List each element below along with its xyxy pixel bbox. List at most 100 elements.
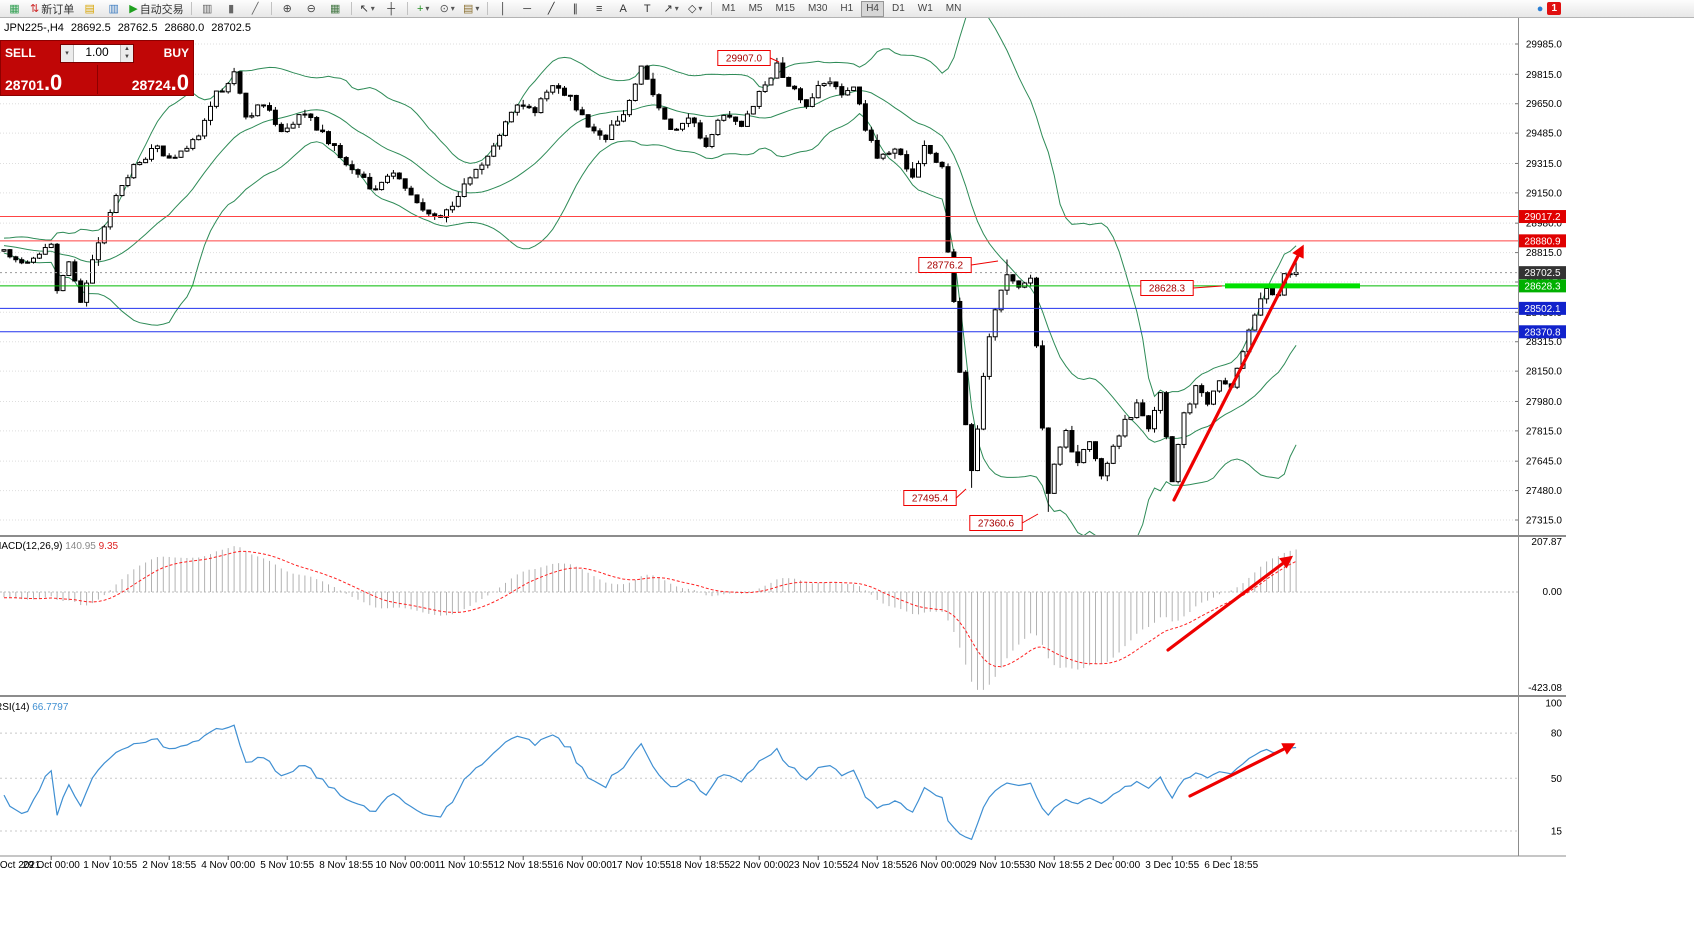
svg-text:27815.0: 27815.0: [1526, 426, 1563, 437]
candle: [95, 242, 101, 261]
candle: [780, 62, 786, 78]
svg-text:28815.0: 28815.0: [1526, 248, 1563, 259]
candle: [1199, 385, 1205, 394]
arrows-tool-caret-icon[interactable]: ▾: [674, 4, 679, 13]
arrows-tool-button[interactable]: ↗ ▾: [660, 0, 683, 18]
candle: [455, 196, 461, 207]
tf-d1-button[interactable]: D1: [887, 1, 910, 17]
vertical-line-button[interactable]: │: [492, 0, 515, 18]
crosshair-button[interactable]: ┼: [380, 0, 403, 18]
sell-button[interactable]: SELL: [5, 46, 36, 61]
candle: [798, 88, 803, 101]
bollinger-bands: [3, 18, 1297, 535]
annotation-box[interactable]: [969, 515, 1023, 531]
candle: [125, 177, 131, 187]
candle: [190, 139, 196, 149]
candle: [792, 85, 798, 90]
buy-button[interactable]: BUY: [163, 46, 189, 61]
tf-m15-label: M15: [775, 2, 795, 14]
periods-caret-icon[interactable]: ▾: [450, 4, 455, 13]
price-annotations[interactable]: 29907.0 28776.2 28628.3 27495.4 27360.6: [717, 50, 1223, 531]
candle: [821, 83, 827, 87]
candle: [1157, 392, 1163, 411]
annotation-box[interactable]: [918, 257, 972, 273]
annotation-box[interactable]: [903, 490, 957, 506]
trendline-button[interactable]: ╱: [540, 0, 563, 18]
svg-text:29650.0: 29650.0: [1526, 99, 1563, 110]
data-window-button[interactable]: ▥: [102, 0, 125, 18]
chart-canvas[interactable]: 29985.0 29815.0 29650.0 29485.0 29315.0 29150…: [0, 18, 1694, 872]
text-button[interactable]: A: [612, 0, 635, 18]
tf-m15-button[interactable]: M15: [771, 1, 800, 17]
annotation-box[interactable]: [1140, 280, 1194, 296]
candle: [1193, 385, 1199, 405]
candle: [951, 251, 957, 302]
tf-w1-button[interactable]: W1: [913, 1, 938, 17]
shapes-tool-caret-icon[interactable]: ▾: [698, 4, 703, 13]
tf-m5-button[interactable]: M5: [744, 1, 768, 17]
candle: [36, 253, 42, 259]
candle: [1222, 380, 1228, 385]
candle: [101, 226, 107, 244]
candle: [31, 257, 36, 263]
candle: [1051, 463, 1057, 494]
zoom-in-button[interactable]: ⊕: [276, 0, 299, 18]
tile-windows-button[interactable]: ▦: [324, 0, 347, 18]
community-icon[interactable]: ●: [1536, 2, 1544, 15]
tf-m30-button[interactable]: M30: [803, 1, 832, 17]
new-order-button[interactable]: ⇅ 新订单: [27, 0, 77, 18]
text-label-button[interactable]: T: [636, 0, 659, 18]
line-chart-mode-button[interactable]: ╱: [244, 0, 267, 18]
new-chart-button[interactable]: ▦: [3, 0, 26, 18]
candle: [1093, 441, 1098, 460]
trend-arrow-main[interactable]: [1172, 244, 1304, 502]
cursor-caret-icon[interactable]: ▾: [370, 4, 375, 13]
candle: [697, 122, 703, 139]
templates-button[interactable]: ▤ ▾: [460, 0, 483, 18]
time-label: 2 Nov 18:55: [142, 860, 196, 871]
zoom-out-icon: ⊖: [306, 2, 316, 15]
lot-size-input[interactable]: [74, 44, 120, 60]
candle: [261, 104, 267, 107]
trend-arrow-rsi[interactable]: [1188, 743, 1296, 798]
candle: [969, 424, 975, 472]
annotation-box[interactable]: [717, 50, 771, 66]
cursor-button[interactable]: ↖ ▾: [356, 0, 379, 18]
time-label: 3 Dec 10:55: [1145, 860, 1199, 871]
horizontal-line-icon: ─: [523, 2, 532, 15]
candle: [1045, 427, 1051, 494]
market-watch-button[interactable]: ▤: [78, 0, 101, 18]
trend-arrow-macd[interactable]: [1166, 555, 1294, 652]
equidistant-channel-button[interactable]: ∥: [564, 0, 587, 18]
lot-decrease-button[interactable]: ▼: [121, 53, 133, 62]
templates-caret-icon[interactable]: ▾: [475, 4, 480, 13]
zoom-out-button[interactable]: ⊖: [300, 0, 323, 18]
sell-price[interactable]: 28701.0: [5, 72, 97, 94]
svg-text:80: 80: [1551, 729, 1563, 740]
candle: [1175, 443, 1181, 483]
toolbar-separator: [710, 2, 712, 15]
horizontal-line-button[interactable]: ─: [516, 0, 539, 18]
buy-price[interactable]: 28724.0: [97, 72, 189, 94]
tf-m1-button[interactable]: M1: [717, 1, 741, 17]
time-label: 2 Dec 00:00: [1086, 860, 1140, 871]
auto-trading-button[interactable]: ▶ 自动交易: [126, 0, 186, 18]
horizontal-lines[interactable]: [0, 216, 1518, 333]
tf-h1-button[interactable]: H1: [835, 1, 858, 17]
candle-chart-mode-button[interactable]: ▮: [220, 0, 243, 18]
add-indicator-button[interactable]: + ▾: [412, 0, 435, 18]
add-indicator-caret-icon[interactable]: ▾: [425, 4, 430, 13]
tf-h4-button[interactable]: H4: [861, 0, 884, 17]
bar-chart-mode-button[interactable]: ▥: [196, 0, 219, 18]
candle: [184, 147, 190, 152]
notifications-badge[interactable]: 1: [1547, 2, 1561, 15]
periods-button[interactable]: ⊙ ▾: [436, 0, 459, 18]
candle: [691, 117, 697, 124]
lot-increase-button[interactable]: ▲: [121, 44, 133, 54]
tf-mn-button[interactable]: MN: [941, 1, 967, 17]
fibonacci-button[interactable]: ≡: [588, 0, 611, 18]
shapes-tool-button[interactable]: ◇ ▾: [684, 0, 707, 18]
time-label: 22 Nov 00:00: [729, 860, 789, 871]
lot-dropdown-icon[interactable]: ▾: [61, 44, 74, 62]
